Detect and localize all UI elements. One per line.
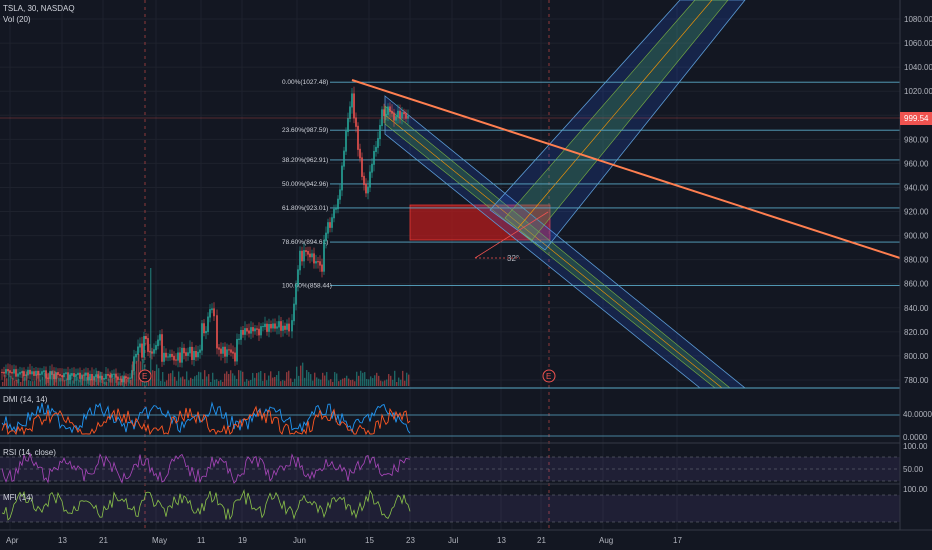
mfi-line (1, 489, 411, 521)
time-axis-tick: 21 (99, 536, 108, 545)
price-axis-tick: 1040.00 (904, 63, 932, 72)
fib-retracement[interactable]: 0.00%(1027.48) 23.60%(987.59) 38.20%(962.9… (282, 79, 900, 290)
time-axis-tick: 13 (58, 536, 67, 545)
current-price-label: 999.54 (904, 114, 929, 123)
earnings-marker-label: E (142, 372, 147, 381)
time-axis-tick: May (152, 536, 167, 545)
price-axis-tick: 800.00 (904, 352, 929, 361)
fib-level: 0.00%(1027.48) (282, 79, 900, 86)
time-axis-tick: 21 (537, 536, 546, 545)
time-axis-tick: Jul (448, 536, 458, 545)
fib-level-label: 100.00%(858.44) (282, 283, 332, 290)
mfi-pane[interactable]: MFI (14) (0, 489, 900, 523)
price-axis-tick: 860.00 (904, 280, 929, 289)
fib-level: 38.20%(962.91) (282, 157, 900, 164)
price-axis-tick: 840.00 (904, 304, 929, 313)
dmi-axis-tick: 0.0000 (903, 433, 928, 442)
time-axis-tick: Aug (599, 536, 613, 545)
current-price-badge (900, 112, 932, 125)
dmi-plus-line (1, 401, 411, 434)
price-axis-tick: 820.00 (904, 328, 929, 337)
fib-level-label: 38.20%(962.91) (282, 157, 328, 164)
price-axis-tick: 960.00 (904, 159, 929, 168)
time-axis-tick: 19 (238, 536, 247, 545)
price-axis-tick: 780.00 (904, 376, 929, 385)
time-axis[interactable]: Apr 13 21 May 11 19 Jun 15 23 Jul 13 21 Aug 17 (0, 529, 932, 550)
time-axis-tick: 23 (406, 536, 415, 545)
price-axis-tick: 880.00 (904, 256, 929, 265)
volume-indicator-title[interactable]: Vol (20) (3, 15, 31, 24)
ascending-channel[interactable] (489, 0, 746, 251)
price-axis-tick: 900.00 (904, 232, 929, 241)
price-axis-tick: 940.00 (904, 183, 929, 192)
time-axis-tick: Apr (6, 536, 19, 545)
dmi-minus-line (1, 405, 411, 436)
fib-level: 61.80%(923.01) (282, 205, 900, 212)
fib-level-label: 50.00%(942.96) (282, 181, 328, 188)
earnings-marker-label: E (546, 372, 551, 381)
rsi-pane[interactable]: RSI (14, close) (0, 448, 900, 484)
rsi-line (1, 452, 411, 484)
time-axis-tick: 15 (365, 536, 374, 545)
earnings-marker[interactable]: E (542, 369, 556, 383)
mfi-axis-tick: 100.00 (903, 485, 928, 494)
price-axis-tick: 1080.00 (904, 15, 932, 24)
fib-level: 100.00%(858.44) (282, 283, 900, 290)
fib-level-label: 23.60%(987.59) (282, 127, 328, 134)
mfi-title: MFI (14) (3, 493, 34, 502)
trend-line[interactable] (351, 79, 901, 259)
angle-label: 32° (507, 254, 519, 263)
time-axis-tick: 13 (497, 536, 506, 545)
time-axis-tick: 17 (673, 536, 682, 545)
price-axis-tick: 980.00 (904, 135, 929, 144)
price-axis-tick: 1060.00 (904, 39, 932, 48)
time-axis-tick: Jun (293, 536, 306, 545)
price-axis-tick: 1020.00 (904, 87, 932, 96)
volume-bars (2, 268, 410, 386)
rsi-axis-tick: 50.00 (903, 465, 924, 474)
earnings-marker[interactable]: E (138, 369, 152, 383)
fib-level-label: 78.60%(894.61) (282, 239, 328, 246)
fib-level: 23.60%(987.59) (282, 127, 900, 134)
symbol-title[interactable]: TSLA, 30, NASDAQ (3, 4, 75, 13)
fib-level: 78.60%(894.61) (282, 239, 900, 246)
dmi-title: DMI (14, 14) (3, 395, 48, 404)
angle-tool[interactable]: 32° (474, 211, 549, 263)
time-axis-tick: 11 (197, 536, 206, 545)
price-axis-tick: 920.00 (904, 208, 929, 217)
fib-level-label: 61.80%(923.01) (282, 205, 328, 212)
dmi-axis-tick: 40.0000 (903, 410, 932, 419)
fib-level: 50.00%(942.96) (282, 181, 900, 188)
fib-level-label: 0.00%(1027.48) (282, 79, 328, 86)
dmi-pane[interactable]: DMI (14, 14) (0, 395, 900, 437)
price-axis[interactable]: 1080.001060.001040.001020.001000.00980.0… (0, 0, 932, 530)
rsi-axis-tick: 100.00 (903, 442, 928, 451)
rsi-title: RSI (14, close) (3, 448, 56, 457)
